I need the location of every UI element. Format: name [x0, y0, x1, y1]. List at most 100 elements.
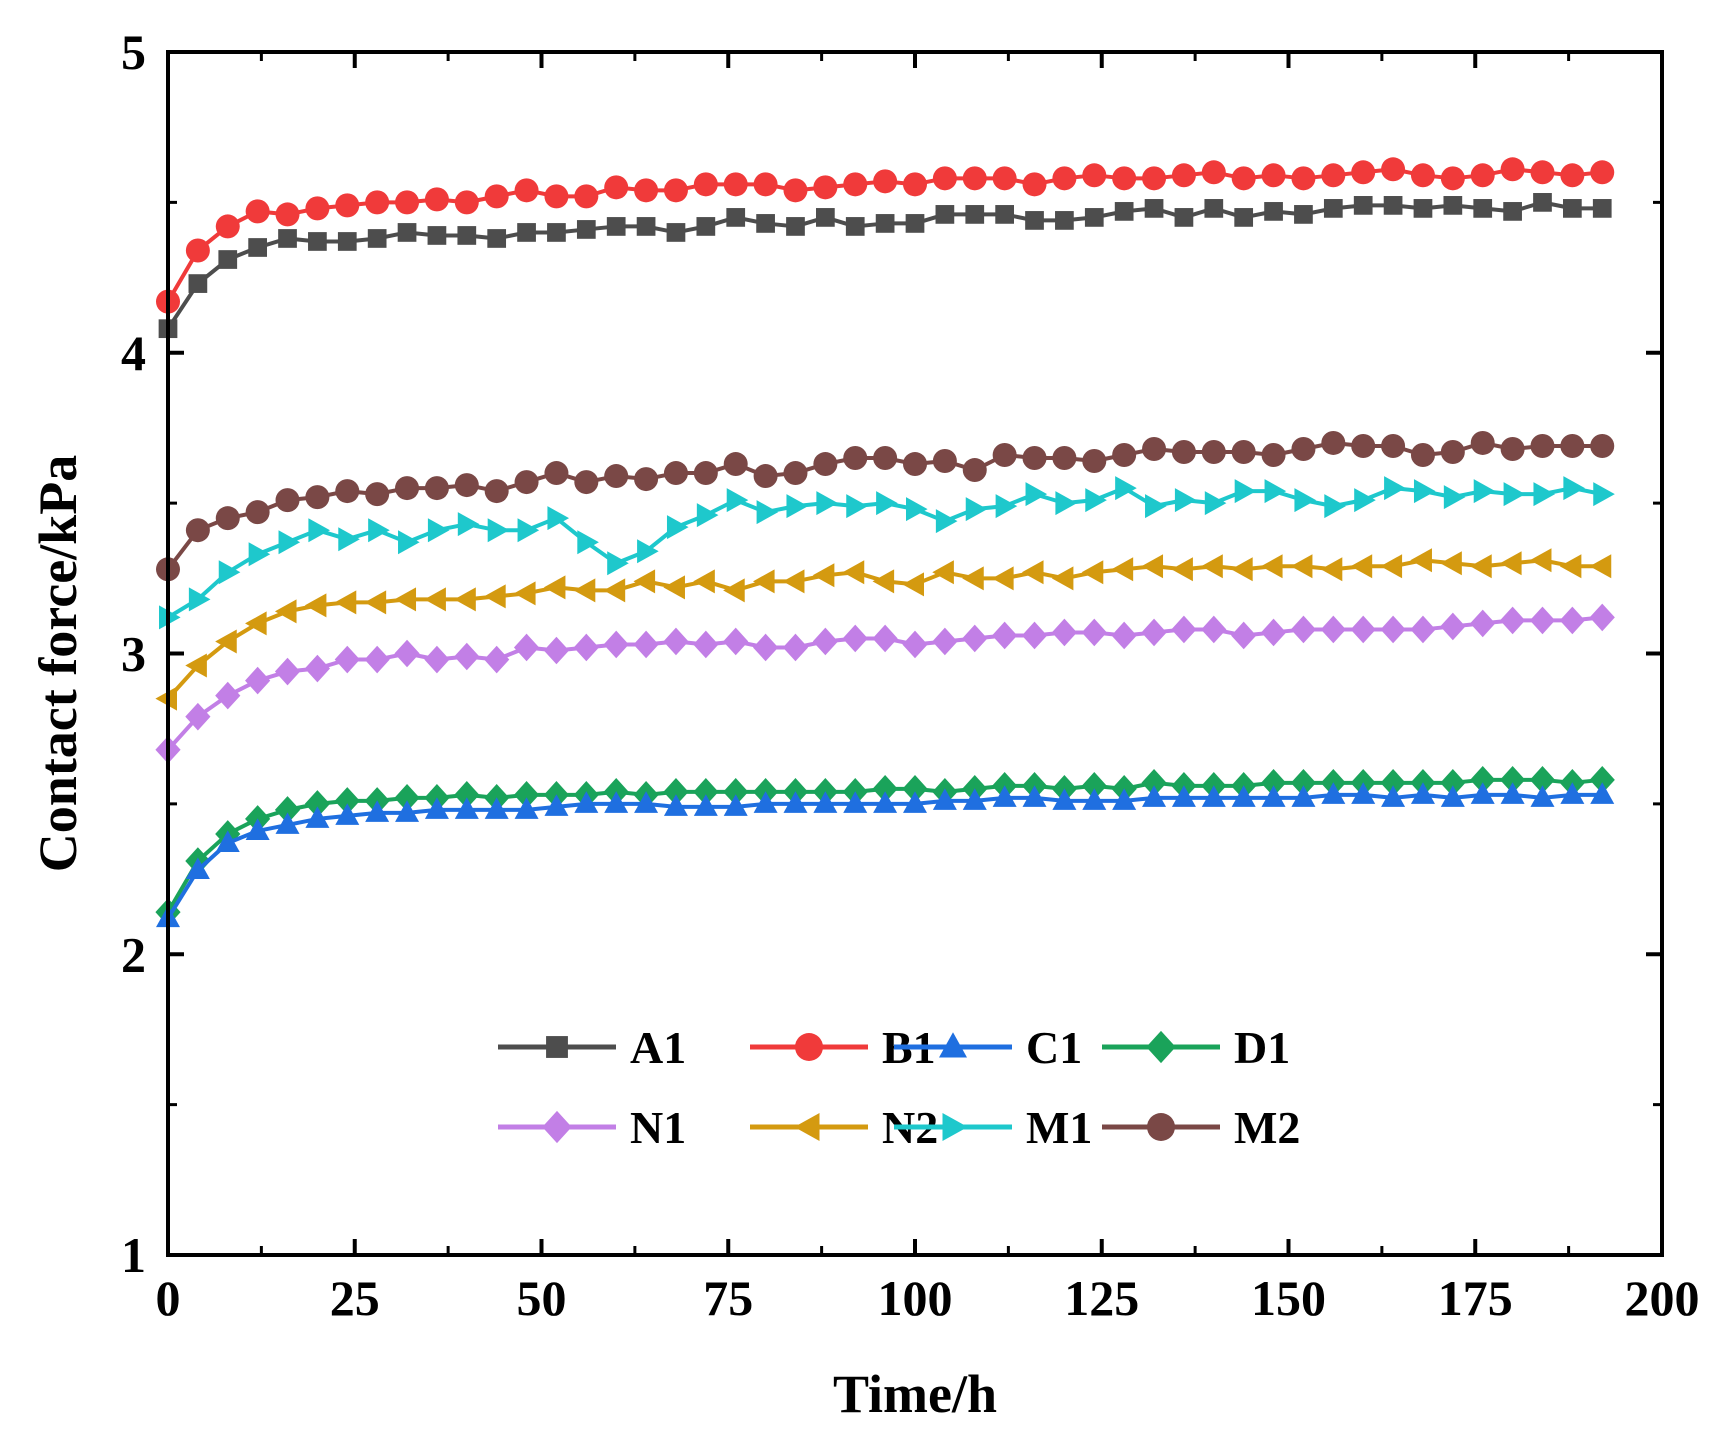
- data-point-C1: [484, 797, 509, 819]
- data-point-N2: [693, 569, 715, 594]
- series-M2: [156, 430, 1615, 582]
- data-point-B1: [813, 175, 838, 200]
- data-point-A1: [606, 217, 626, 236]
- data-point-A1: [1563, 199, 1582, 218]
- data-point-N1: [1141, 618, 1167, 647]
- data-point-N1: [633, 630, 659, 659]
- data-point-N2: [304, 593, 327, 618]
- data-point-M2: [873, 446, 898, 471]
- data-point-M2: [663, 461, 688, 486]
- data-point-A1: [905, 214, 925, 233]
- legend-entry-C1: C1: [894, 1022, 1082, 1073]
- data-point-M2: [932, 449, 957, 474]
- data-point-C1: [1560, 782, 1585, 804]
- data-point-C1: [992, 785, 1017, 807]
- data-point-N1: [1231, 621, 1257, 650]
- data-point-B1: [604, 175, 629, 200]
- data-point-N1: [992, 621, 1018, 650]
- data-point-D1: [304, 790, 330, 818]
- data-point-N1: [1051, 618, 1077, 647]
- data-point-N1: [1529, 606, 1556, 635]
- data-point-M1: [487, 518, 510, 543]
- data-point-N2: [1380, 554, 1403, 579]
- data-point-C1: [903, 791, 927, 813]
- data-point-N2: [782, 569, 805, 594]
- data-point-B1: [454, 190, 479, 215]
- data-point-D1: [334, 787, 360, 815]
- y-tick-label: 3: [121, 626, 146, 682]
- x-tick-label: 175: [1438, 1270, 1513, 1326]
- data-point-M1: [1593, 482, 1615, 507]
- legend-entry-N1: N1: [498, 1102, 686, 1153]
- data-point-D1: [1470, 766, 1496, 794]
- data-point-M1: [1115, 476, 1137, 501]
- series-M1: [159, 476, 1615, 630]
- legend-label: C1: [1026, 1022, 1082, 1073]
- data-point-C1: [1231, 785, 1256, 807]
- data-point-M2: [335, 479, 360, 504]
- data-point-N2: [1171, 557, 1193, 582]
- data-point-N1: [513, 633, 540, 662]
- y-axis-title: Contact force/kPa: [28, 455, 88, 872]
- data-point-M2: [1142, 436, 1167, 461]
- legend-marker: [1147, 1113, 1175, 1141]
- data-point-B1: [1410, 163, 1435, 188]
- data-point-M1: [278, 530, 301, 555]
- data-point-N2: [1350, 554, 1373, 579]
- data-point-N2: [1500, 551, 1522, 576]
- series-A1: [158, 193, 1612, 339]
- data-point-M1: [1503, 482, 1526, 507]
- data-point-D1: [1260, 769, 1287, 797]
- data-point-N1: [334, 645, 360, 674]
- data-point-C1: [1381, 785, 1406, 807]
- data-point-N1: [1440, 612, 1466, 641]
- data-point-C1: [1171, 785, 1196, 807]
- y-tick-label: 5: [121, 24, 146, 80]
- data-point-N1: [932, 627, 958, 656]
- y-tick-label: 1: [121, 1227, 146, 1283]
- data-point-N2: [364, 590, 387, 615]
- data-point-C1: [604, 791, 629, 813]
- data-point-B1: [693, 172, 718, 197]
- data-point-N1: [543, 636, 570, 665]
- data-point-N2: [1141, 554, 1164, 579]
- data-point-N1: [1201, 615, 1227, 644]
- series-D1: [155, 766, 1615, 926]
- data-point-D1: [454, 781, 480, 809]
- data-point-N2: [872, 569, 895, 594]
- data-point-C1: [1440, 785, 1465, 807]
- data-point-B1: [1201, 160, 1226, 185]
- data-point-N2: [1559, 554, 1582, 579]
- data-point-M1: [1204, 491, 1227, 516]
- data-point-M1: [756, 500, 779, 525]
- data-point-D1: [872, 775, 898, 803]
- data-point-A1: [1174, 208, 1194, 227]
- legend-entry-M1: M1: [894, 1102, 1092, 1153]
- data-point-M2: [604, 464, 629, 489]
- legend-marker: [794, 1113, 820, 1141]
- data-point-N1: [1290, 615, 1317, 644]
- data-point-M1: [1145, 494, 1167, 519]
- data-point-M1: [726, 488, 749, 513]
- data-point-B1: [1052, 166, 1077, 191]
- data-point-B1: [1082, 163, 1107, 188]
- data-point-N2: [1529, 548, 1552, 573]
- legend-label: D1: [1234, 1022, 1290, 1073]
- data-point-M1: [965, 497, 988, 522]
- data-point-N1: [1410, 615, 1436, 644]
- data-point-A1: [845, 217, 865, 236]
- data-point-A1: [308, 232, 327, 251]
- data-point-N1: [753, 633, 779, 662]
- data-point-B1: [783, 178, 808, 203]
- data-point-N2: [1231, 557, 1253, 582]
- data-point-C1: [1470, 782, 1495, 804]
- data-point-B1: [365, 190, 390, 215]
- data-point-M2: [1590, 433, 1615, 458]
- data-point-M1: [248, 542, 271, 567]
- data-point-M2: [1351, 433, 1376, 458]
- data-point-A1: [487, 229, 507, 248]
- data-point-M1: [1085, 488, 1107, 513]
- data-point-A1: [786, 217, 805, 236]
- data-point-C1: [962, 788, 987, 810]
- data-point-M1: [786, 494, 809, 519]
